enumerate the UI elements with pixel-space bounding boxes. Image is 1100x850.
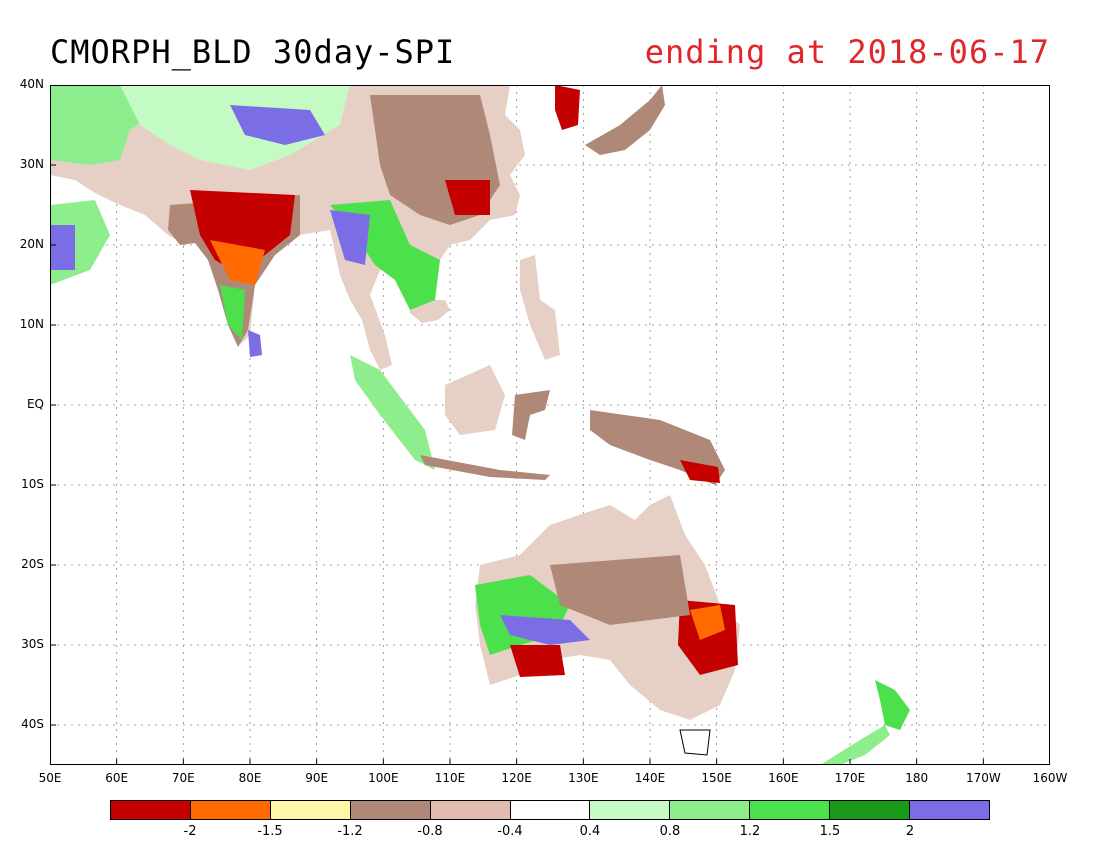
lon-tick-label: 130E xyxy=(568,771,599,785)
arabia-blue xyxy=(50,225,75,270)
sumatra xyxy=(350,355,435,470)
lat-tick-label: 30S xyxy=(21,637,44,651)
legend-label: 0.4 xyxy=(579,824,601,839)
himalaya-region xyxy=(120,85,350,170)
lon-tick-label: 50E xyxy=(38,771,62,785)
legend-swatch xyxy=(749,800,831,820)
korea xyxy=(555,85,580,130)
lat-tick-label: EQ xyxy=(26,397,44,411)
legend-swatch xyxy=(110,800,191,820)
lat-tick-label: 10S xyxy=(21,477,44,491)
indochina-blue xyxy=(330,210,370,265)
legend-swatch xyxy=(829,800,911,820)
lon-tick-label: 90E xyxy=(305,771,329,785)
legend-swatch xyxy=(669,800,751,820)
lon-tick-label: 110E xyxy=(434,771,466,785)
new-guinea-red xyxy=(680,460,720,483)
philippines xyxy=(520,255,560,360)
tibet-blue xyxy=(230,105,325,145)
legend-swatch xyxy=(269,800,351,820)
spi-map xyxy=(50,85,1050,765)
lat-tick-label: 20N xyxy=(19,237,44,251)
legend-label: -1.2 xyxy=(337,824,363,839)
lon-tick-label: 180 xyxy=(905,771,929,785)
lon-tick-label: 100E xyxy=(368,771,399,785)
legend-label: 1.2 xyxy=(739,824,761,839)
sri-lanka xyxy=(248,330,262,357)
lat-tick-label: 40S xyxy=(21,717,44,731)
map-date-subtitle: ending at 2018-06-17 xyxy=(644,33,1050,71)
china-red-patch xyxy=(445,180,490,215)
legend-label: -2 xyxy=(183,824,197,839)
india-southwest-green xyxy=(220,285,245,340)
lon-tick-label: 160W xyxy=(1032,771,1068,785)
legend-swatch xyxy=(349,800,431,820)
lon-tick-label: 70E xyxy=(171,771,195,785)
lon-tick-label: 160E xyxy=(768,771,799,785)
java xyxy=(420,455,550,480)
lon-tick-label: 60E xyxy=(105,771,129,785)
lon-tick-label: 140E xyxy=(634,771,666,785)
landmass-layer xyxy=(50,85,910,765)
australia-center-brown xyxy=(550,555,690,625)
legend-swatch xyxy=(429,800,511,820)
legend-label: 0.8 xyxy=(659,824,681,839)
new-zealand-north xyxy=(875,680,910,730)
legend-swatch xyxy=(189,800,271,820)
map-border xyxy=(50,85,1050,765)
lon-tick-label: 150E xyxy=(701,771,732,785)
map-title: CMORPH_BLD 30day-SPI xyxy=(50,33,456,71)
india-orange xyxy=(210,240,265,285)
borneo xyxy=(445,365,505,435)
legend-label: -0.4 xyxy=(497,824,523,839)
legend-label: 2 xyxy=(905,824,915,839)
lat-tick-label: 10N xyxy=(19,317,44,331)
lon-tick-label: 170E xyxy=(834,771,866,785)
legend-swatch xyxy=(509,800,591,820)
japan xyxy=(585,85,665,155)
lat-tick-label: 20S xyxy=(21,557,44,571)
tasmania xyxy=(679,729,711,756)
india-drought-core xyxy=(190,190,295,275)
lon-tick-label: 120E xyxy=(501,771,532,785)
australia-east-orange xyxy=(690,605,725,640)
legend-swatch xyxy=(589,800,671,820)
lon-tick-label: 80E xyxy=(238,771,262,785)
legend-label: 1.5 xyxy=(819,824,841,839)
lat-tick-label: 30N xyxy=(19,157,44,171)
color-legend xyxy=(110,800,990,820)
lon-tick-label: 170W xyxy=(965,771,1001,785)
legend-swatch xyxy=(909,800,990,820)
lat-tick-label: 40N xyxy=(19,77,44,91)
australia-west-blue xyxy=(500,615,590,645)
sulawesi xyxy=(512,390,550,440)
legend-label: -1.5 xyxy=(257,824,283,839)
new-zealand-south xyxy=(820,725,890,765)
legend-label: -0.8 xyxy=(417,824,443,839)
australia-southwest-red xyxy=(510,645,565,677)
